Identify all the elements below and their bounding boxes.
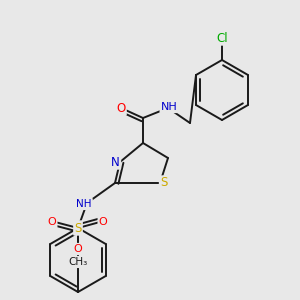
Text: O: O	[74, 244, 82, 254]
Text: O: O	[116, 101, 126, 115]
Text: S: S	[160, 176, 167, 190]
Text: O: O	[48, 217, 56, 227]
Text: O: O	[99, 217, 107, 227]
Text: NH: NH	[160, 102, 177, 112]
Text: Cl: Cl	[216, 32, 228, 44]
Text: NH: NH	[76, 199, 92, 209]
Text: S: S	[74, 221, 82, 235]
Text: N: N	[111, 155, 120, 169]
Text: CH₃: CH₃	[68, 257, 88, 267]
